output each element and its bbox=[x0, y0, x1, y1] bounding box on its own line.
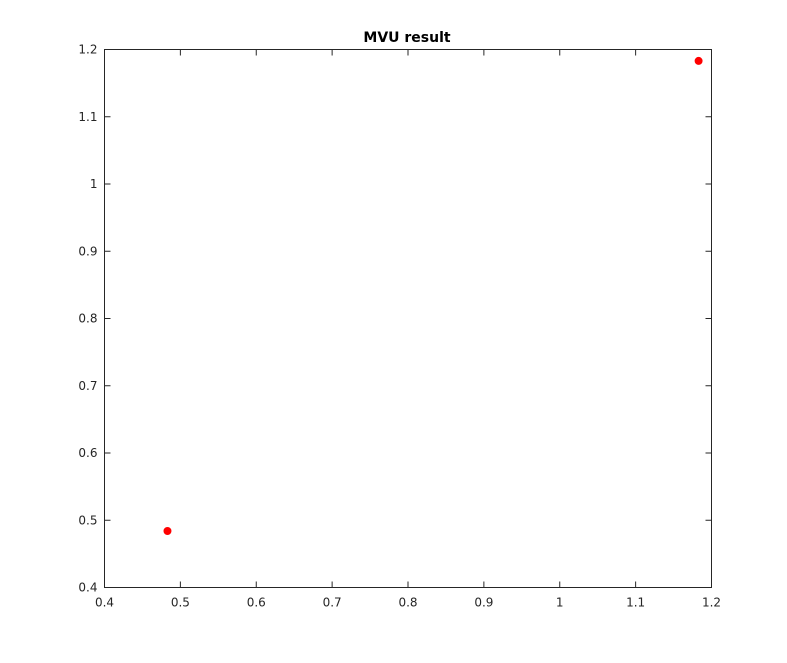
x-tick-label: 0.7 bbox=[323, 596, 342, 610]
x-tick-label: 0.9 bbox=[474, 596, 493, 610]
x-tick-label: 0.5 bbox=[171, 596, 190, 610]
y-tick-label: 0.7 bbox=[78, 379, 97, 393]
y-tick-label: 0.5 bbox=[78, 513, 97, 527]
x-tick-label: 1 bbox=[556, 596, 564, 610]
data-point bbox=[694, 56, 703, 65]
y-tick-label: 0.9 bbox=[78, 244, 97, 258]
y-tick-label: 0.4 bbox=[78, 581, 97, 595]
plot-frame bbox=[104, 49, 712, 588]
x-tick-label: 0.6 bbox=[247, 596, 266, 610]
x-tick-label: 0.4 bbox=[95, 596, 114, 610]
y-tick-labels: 0.4 0.5 0.6 0.7 0.8 0.9 1 1.1 1.2 bbox=[78, 43, 97, 595]
x-tick-label: 1.1 bbox=[626, 596, 645, 610]
x-tick-label: 0.8 bbox=[398, 596, 417, 610]
x-tick-label: 1.2 bbox=[702, 596, 721, 610]
y-tick-label: 1.1 bbox=[78, 110, 97, 124]
data-points bbox=[163, 56, 703, 536]
y-tick-label: 0.8 bbox=[78, 312, 97, 326]
chart-title: MVU result bbox=[363, 30, 451, 46]
x-tick-labels: 0.4 0.5 0.6 0.7 0.8 0.9 1 1.1 1.2 bbox=[95, 596, 721, 610]
y-tick-label: 1.2 bbox=[78, 43, 97, 57]
plot-area bbox=[104, 49, 712, 588]
y-tick-label: 1 bbox=[90, 177, 98, 191]
y-tick-label: 0.6 bbox=[78, 446, 97, 460]
data-point bbox=[163, 527, 172, 536]
